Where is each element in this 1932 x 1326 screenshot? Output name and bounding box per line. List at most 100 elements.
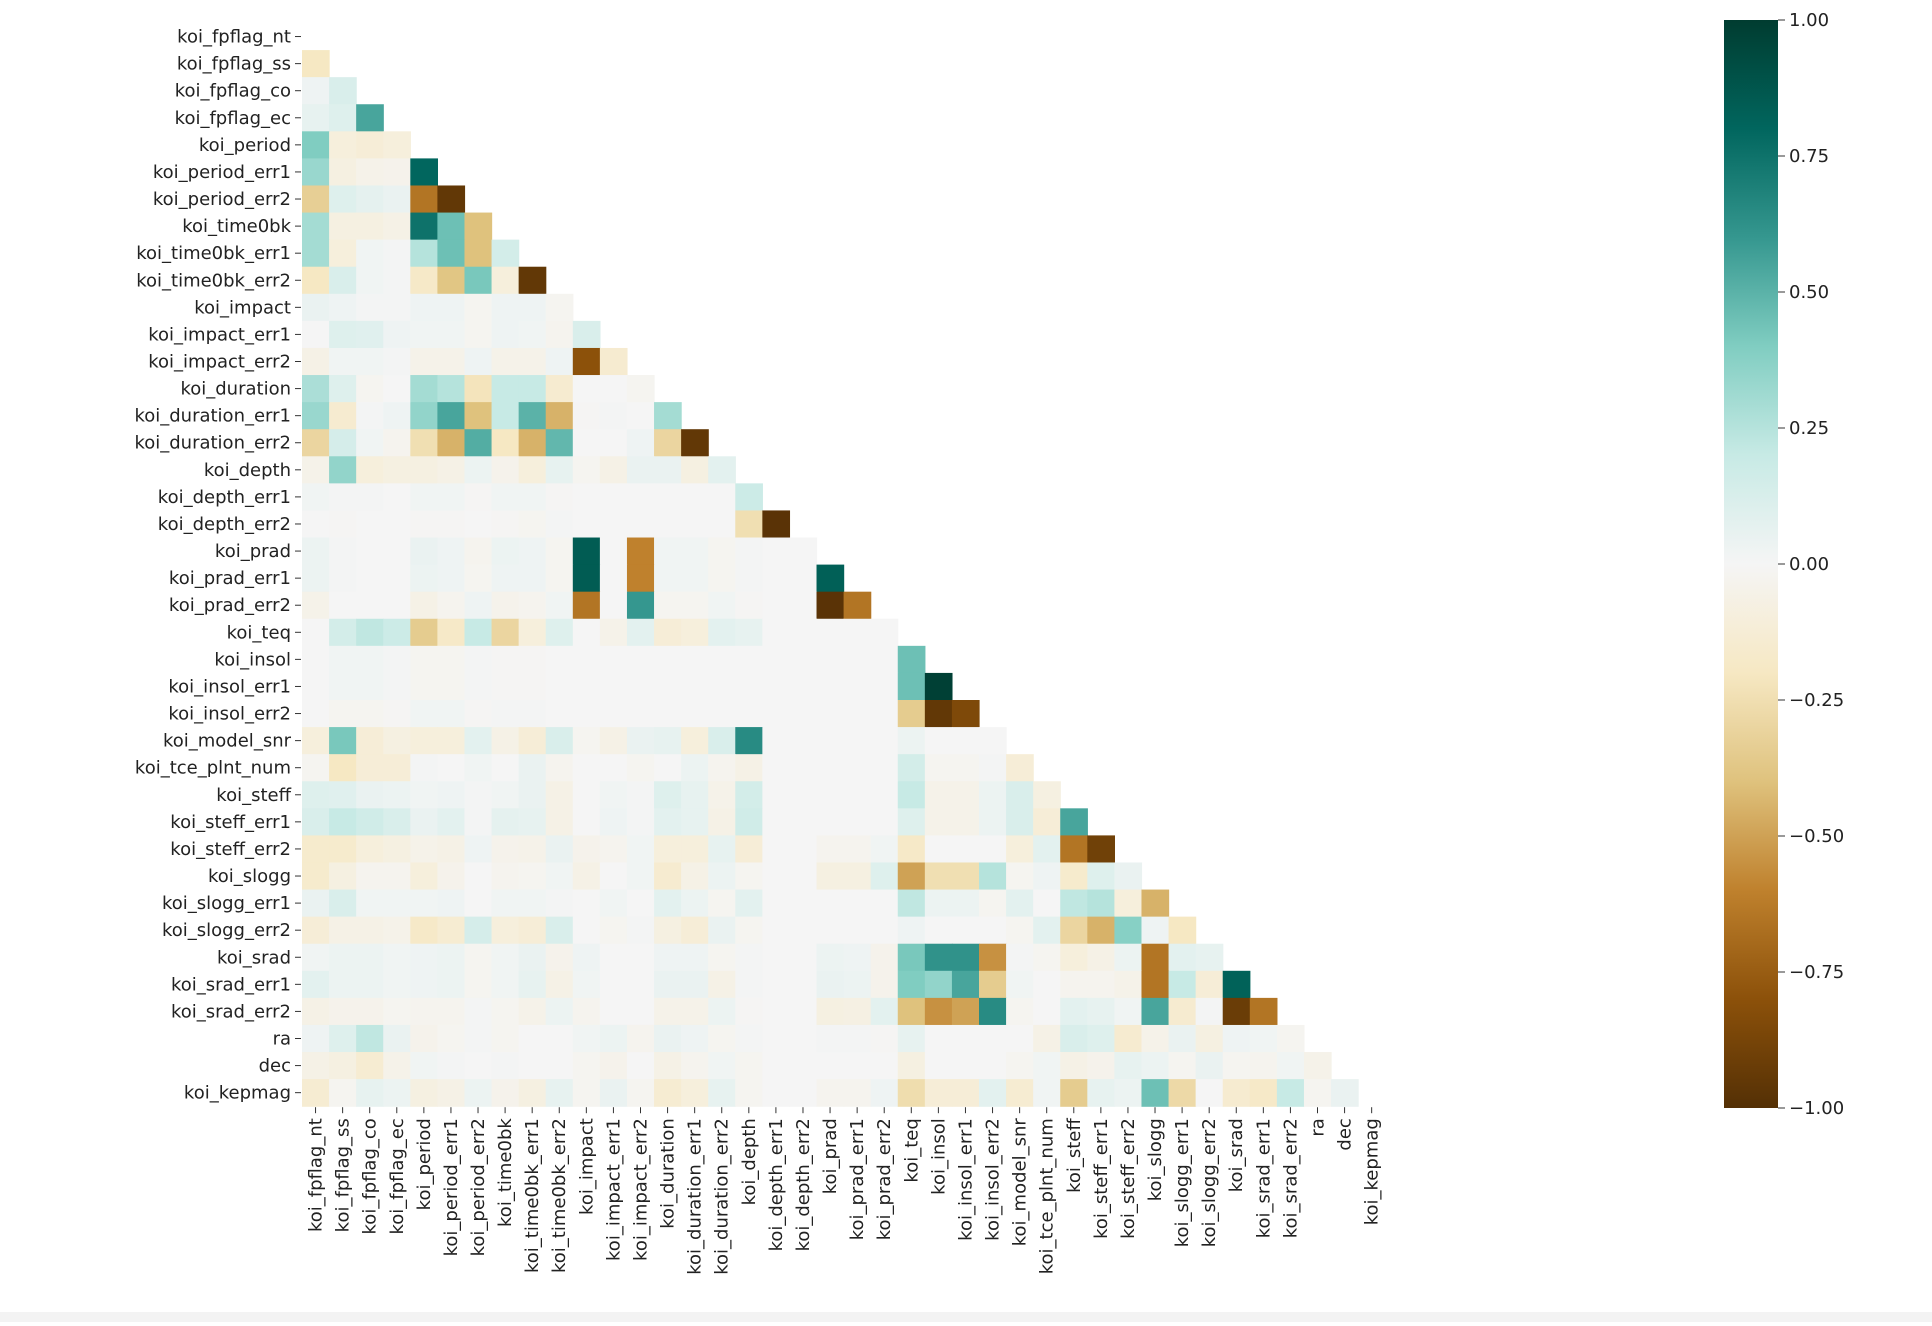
heatmap-cell	[1222, 1024, 1251, 1053]
heatmap-cell	[870, 808, 899, 836]
heatmap-cell	[518, 970, 547, 999]
heatmap-cell	[762, 672, 791, 701]
heatmap-cell	[1087, 835, 1115, 864]
heatmap-cell	[410, 835, 438, 864]
heatmap-cell	[708, 943, 736, 972]
heatmap-cell	[789, 564, 818, 593]
heatmap-cell	[1168, 997, 1197, 1026]
x-tick-label: koi_insol_err2	[983, 1118, 1004, 1241]
x-tick-label: koi_insol	[928, 1118, 949, 1195]
heatmap-cell	[1006, 1052, 1034, 1080]
heatmap-cell	[383, 185, 411, 214]
heatmap-cell	[626, 754, 655, 782]
heatmap-cell	[599, 645, 628, 674]
heatmap-cell	[329, 266, 357, 295]
heatmap-cell	[410, 645, 438, 674]
heatmap-cell	[437, 754, 466, 782]
y-tick-label: koi_slogg_err1	[162, 893, 291, 914]
heatmap-cell	[626, 916, 655, 945]
heatmap-cell	[545, 591, 574, 620]
heatmap-cell	[356, 754, 384, 782]
heatmap-cell	[545, 320, 574, 349]
heatmap-cell	[491, 997, 520, 1026]
y-tick-label: koi_duration_err1	[134, 406, 291, 427]
heatmap-cell	[329, 997, 357, 1026]
heatmap-cell	[654, 402, 682, 430]
heatmap-cell	[708, 510, 736, 539]
heatmap-cell	[329, 727, 357, 755]
y-tick-label: koi_steff	[216, 785, 291, 806]
heatmap-cell	[708, 808, 736, 836]
heatmap-cell	[572, 1024, 601, 1053]
heatmap-cell	[708, 1052, 736, 1080]
heatmap-cell	[708, 997, 736, 1026]
heatmap-cell	[329, 916, 357, 945]
heatmap-cell	[518, 456, 547, 484]
heatmap-cell	[410, 266, 438, 295]
heatmap-cell	[572, 618, 601, 647]
heatmap-cell	[1006, 943, 1034, 972]
heatmap-cell	[518, 645, 547, 674]
heatmap-cell	[464, 1052, 493, 1080]
heatmap-cell	[437, 889, 466, 918]
heatmap-cell	[491, 347, 520, 376]
heatmap-cell	[464, 645, 493, 674]
y-tick-label: koi_prad	[215, 541, 291, 562]
heatmap-cell	[924, 754, 953, 782]
y-tick-label: koi_slogg_err2	[162, 920, 291, 941]
heatmap-cell	[572, 700, 601, 728]
heatmap-cell	[870, 700, 899, 728]
heatmap-cell	[383, 483, 411, 512]
heatmap-cell	[410, 672, 438, 701]
heatmap-cell	[708, 564, 736, 593]
heatmap-cell	[897, 645, 926, 674]
heatmap-cell	[951, 916, 980, 945]
heatmap-cell	[843, 645, 872, 674]
heatmap-cell	[329, 889, 357, 918]
heatmap-cell	[735, 618, 763, 647]
heatmap-cell	[681, 1024, 709, 1053]
heatmap-cell	[572, 537, 601, 566]
heatmap-cell	[329, 239, 357, 268]
heatmap-cell	[437, 537, 466, 566]
heatmap-cell	[356, 645, 384, 674]
heatmap-cell	[302, 916, 330, 945]
heatmap-cell	[464, 375, 493, 403]
heatmap-cell	[843, 970, 872, 999]
heatmap-cell	[518, 320, 547, 349]
heatmap-cell	[681, 672, 709, 701]
heatmap-cell	[654, 510, 682, 539]
heatmap-cell	[789, 862, 818, 891]
heatmap-cell	[356, 347, 384, 376]
heatmap-cell	[464, 889, 493, 918]
heatmap-cell	[329, 754, 357, 782]
heatmap-cell	[464, 510, 493, 539]
heatmap-cell	[1087, 1024, 1115, 1053]
heatmap-cell	[626, 943, 655, 972]
heatmap-cell	[626, 727, 655, 755]
heatmap-cell	[491, 320, 520, 349]
heatmap-cell	[410, 537, 438, 566]
heatmap-cell	[654, 564, 682, 593]
heatmap-cell	[302, 700, 330, 728]
heatmap-cell	[1006, 970, 1034, 999]
heatmap-cell	[599, 916, 628, 945]
heatmap-cell	[383, 320, 411, 349]
heatmap-cell	[654, 781, 682, 809]
heatmap-cell	[491, 402, 520, 430]
heatmap-cell	[626, 483, 655, 512]
heatmap-cell	[410, 862, 438, 891]
heatmap-cell	[410, 402, 438, 430]
heatmap-cell	[1168, 970, 1197, 999]
heatmap-cell	[735, 727, 763, 755]
y-tick-label: koi_kepmag	[184, 1083, 291, 1104]
x-tick-label: koi_period_err1	[441, 1118, 462, 1256]
heatmap-cell	[762, 510, 791, 539]
heatmap-cell	[383, 727, 411, 755]
heatmap-cell	[572, 347, 601, 376]
heatmap-cell	[383, 564, 411, 593]
heatmap-cell	[626, 808, 655, 836]
heatmap-cell	[1249, 1052, 1278, 1080]
colorbar-tick-label: 1.00	[1789, 10, 1829, 31]
x-tick-label: koi_period_err2	[468, 1118, 489, 1256]
